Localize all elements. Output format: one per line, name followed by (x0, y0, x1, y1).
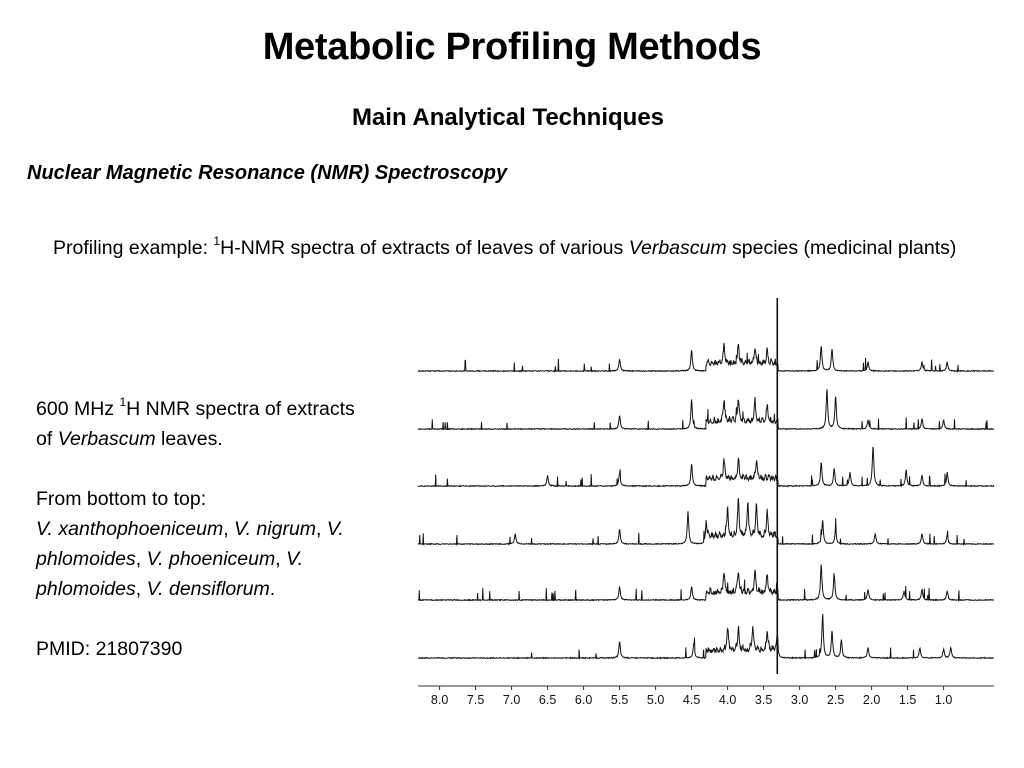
species-separator: , (223, 518, 235, 540)
slide-subtitle: Main Analytical Techniques (351, 104, 665, 131)
caption-text-prefix: 600 MHz (36, 398, 120, 420)
species-name: V. phlomoides (36, 518, 344, 570)
species-separator: . (269, 578, 276, 600)
species-name: V. phlomoides (36, 548, 304, 600)
species-separator: , (275, 548, 287, 570)
intro-text-suffix: species (medicinal plants) (726, 237, 957, 259)
x-tick-label: 6.0 (575, 693, 592, 707)
intro-text-middle: H-NMR spectra of extracts of leaves of v… (220, 237, 629, 259)
spectrum-trace (417, 342, 994, 373)
spectrum-trace (417, 613, 995, 660)
x-tick-label: 3.5 (755, 693, 772, 707)
caption-spacer (36, 454, 366, 484)
x-tick-label: 7.0 (503, 693, 520, 707)
species-name: V. densiflorum (146, 578, 270, 600)
spectrum-trace (417, 389, 994, 431)
caption-text-suffix: leaves. (155, 428, 223, 450)
intro-text-prefix: Profiling example: (53, 237, 214, 259)
figure-caption: 600 MHz 1H NMR spectra of extracts of Ve… (36, 394, 366, 664)
caption-species-list: V. xanthophoeniceum, V. nigrum, V. phlom… (36, 514, 366, 604)
nmr-spectra-chart: 8.0 7.5 7.0 6.5 6.0 5.5 5.0 4.5 4.0 3.5 3.0 2.5 2.0 1… (417, 298, 995, 707)
x-tick-label: 3.0 (791, 693, 808, 707)
caption-pmid: PMID: 21807390 (36, 638, 183, 660)
spectrum-trace (417, 446, 995, 488)
x-tick-label: 2.5 (827, 693, 844, 707)
x-tick-label: 4.5 (683, 693, 700, 707)
caption-genus: Verbascum (57, 428, 156, 450)
intro-paragraph: Profiling example: 1H-NMR spectra of ext… (53, 234, 983, 263)
x-tick-label: 8.0 (431, 693, 448, 707)
caption-order-label: From bottom to top: (36, 488, 207, 510)
x-tick-label: 1.5 (899, 693, 916, 707)
nmr-spectra-figure: 8.0 7.5 7.0 6.5 6.0 5.5 5.0 4.5 4.0 3.5 3.0 2.5 2.0 1… (412, 296, 1000, 716)
x-tick-label: 7.5 (467, 693, 484, 707)
caption-spacer (36, 604, 366, 634)
intro-superscript: 1 (213, 233, 221, 248)
x-tick-label: 5.0 (647, 693, 664, 707)
x-tick-label: 6.5 (539, 693, 556, 707)
caption-description: 600 MHz 1H NMR spectra of extracts of Ve… (36, 394, 366, 454)
species-name: V. phoeniceum (146, 548, 276, 570)
species-separator: , (135, 548, 147, 570)
x-tick-label: 2.0 (863, 693, 880, 707)
spectrum-trace (417, 498, 994, 547)
x-tick-label: 1.0 (935, 693, 952, 707)
species-name: V. xanthophoeniceum (36, 518, 224, 540)
caption-superscript: 1 (119, 394, 127, 409)
slide-title: Metabolic Profiling Methods (262, 26, 762, 68)
species-separator: , (135, 578, 147, 600)
intro-genus: Verbascum (628, 237, 727, 259)
x-tick-label: 5.5 (611, 693, 628, 707)
spectra-layer (417, 298, 995, 674)
species-separator: , (316, 518, 327, 540)
x-tick-label: 4.0 (719, 693, 736, 707)
x-axis: 8.0 7.5 7.0 6.5 6.0 5.5 5.0 4.5 4.0 3.5 3.0 2.5 2.0 1… (418, 685, 994, 707)
species-name: V. nigrum (234, 518, 317, 540)
caption-text-middle: H NMR spectra of extracts of (36, 398, 355, 450)
spectrum-trace (417, 564, 995, 603)
section-heading: Nuclear Magnetic Resonance (NMR) Spectro… (27, 162, 508, 184)
